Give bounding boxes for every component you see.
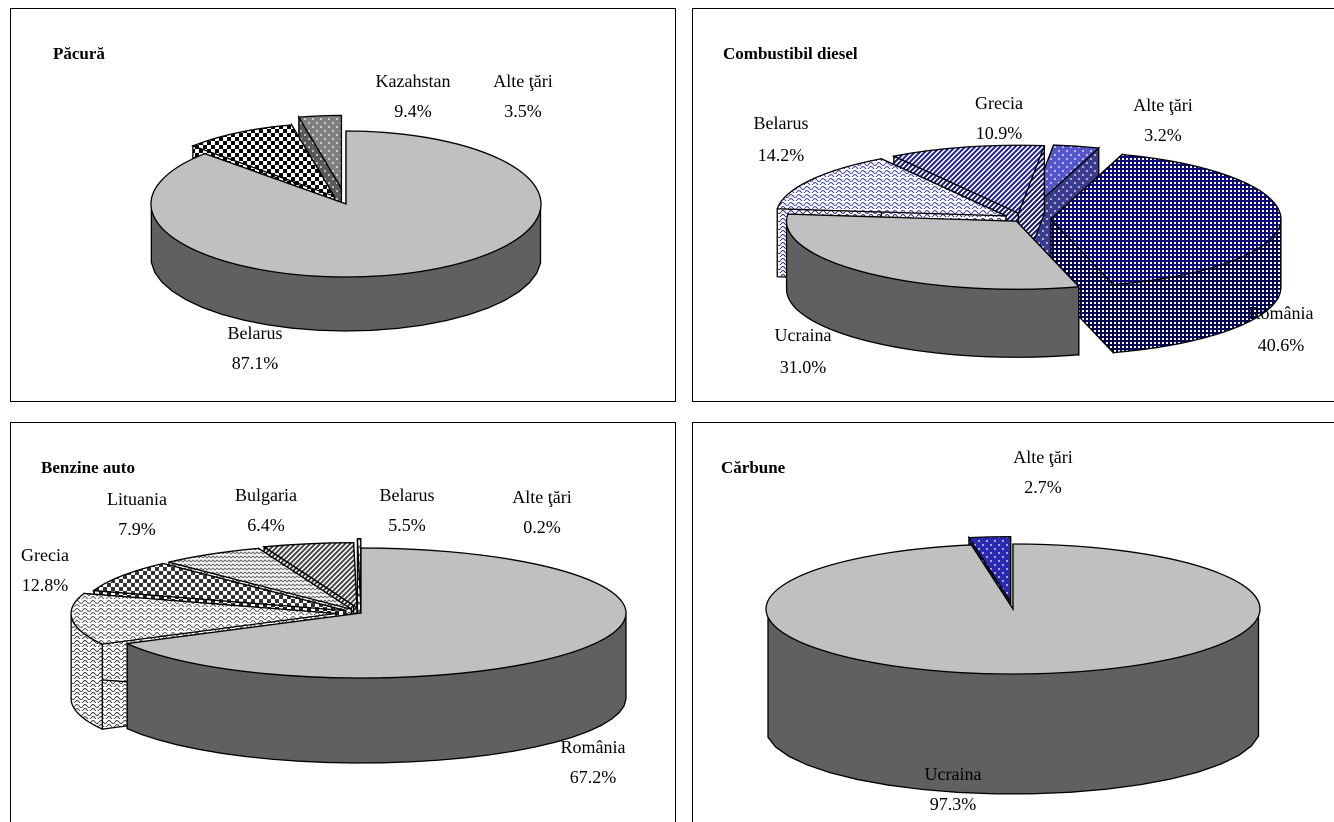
slice-value-romania: 67.2% bbox=[570, 767, 617, 787]
slice-label-belarus: Belarus bbox=[754, 113, 809, 133]
slice-label-bulgaria: Bulgaria bbox=[235, 485, 297, 505]
slice-value-alte-tari: 2.7% bbox=[1024, 477, 1062, 497]
slice-value-lituania: 7.9% bbox=[118, 519, 156, 539]
slice-value-romania: 40.6% bbox=[1258, 335, 1305, 355]
slice-label-romania: România bbox=[1249, 303, 1314, 323]
slice-label-lituania: Lituania bbox=[107, 489, 167, 509]
chart-title: Păcură bbox=[53, 44, 105, 63]
slice-ucraina bbox=[765, 542, 1261, 795]
pie-chart-benzine-auto: Benzine auto România 67.2% Grecia 12.8% Litua… bbox=[21, 458, 627, 787]
pie-chart-pacura: Păcură Belarus 87.1% Kazahstan 9.4% Alte ţări… bbox=[53, 44, 553, 373]
slice-label-belarus: Belarus bbox=[228, 323, 283, 343]
slice-romania bbox=[1050, 153, 1282, 355]
slice-label-alte-tari: Alte ţări bbox=[1013, 447, 1072, 467]
chart-title: Benzine auto bbox=[41, 458, 135, 477]
slice-label-alte-tari: Alte ţări bbox=[1133, 95, 1192, 115]
slice-label-belarus: Belarus bbox=[380, 485, 435, 505]
slice-value-ucraina: 31.0% bbox=[780, 357, 827, 377]
slice-label-romania: România bbox=[561, 737, 626, 757]
slice-label-grecia: Grecia bbox=[21, 545, 69, 565]
slice-value-belarus: 5.5% bbox=[388, 515, 426, 535]
slice-value-kazahstan: 9.4% bbox=[394, 101, 432, 121]
slice-value-bulgaria: 6.4% bbox=[247, 515, 285, 535]
chart-panel-benzine-auto: Benzine auto România 67.2% Grecia 12.8% Litua… bbox=[10, 422, 676, 822]
pie-chart-combustibil-diesel: Combustibil diesel România 40.6% Ucraina 31.… bbox=[723, 44, 1314, 377]
chart-title: Cărbune bbox=[721, 458, 786, 477]
slice-ucraina bbox=[785, 213, 1081, 358]
slice-romania bbox=[124, 547, 627, 764]
slice-label-ucraina: Ucraina bbox=[925, 764, 982, 784]
chart-panel-pacura: Păcură Belarus 87.1% Kazahstan 9.4% Alte ţări… bbox=[10, 8, 676, 402]
slice-belarus bbox=[150, 130, 542, 332]
chart-panel-carbune: Cărbune Ucraina 97.3% Alte ţări 2.7% bbox=[692, 422, 1334, 822]
slice-value-alte-tari: 3.5% bbox=[504, 101, 542, 121]
pie-chart-carbune: Cărbune Ucraina 97.3% Alte ţări 2.7% bbox=[721, 447, 1261, 814]
slice-value-alte-tari: 0.2% bbox=[523, 517, 561, 537]
slice-value-belarus: 14.2% bbox=[758, 145, 805, 165]
slice-label-kazahstan: Kazahstan bbox=[376, 71, 451, 91]
slice-label-ucraina: Ucraina bbox=[775, 325, 832, 345]
slice-value-belarus: 87.1% bbox=[232, 353, 279, 373]
slice-label-grecia: Grecia bbox=[975, 93, 1023, 113]
chart-title: Combustibil diesel bbox=[723, 44, 858, 63]
slice-value-alte-tari: 3.2% bbox=[1144, 125, 1182, 145]
slice-label-alte-tari: Alte ţări bbox=[512, 487, 571, 507]
slice-label-alte-tari: Alte ţări bbox=[493, 71, 552, 91]
slice-value-grecia: 12.8% bbox=[22, 575, 69, 595]
chart-panel-combustibil-diesel: Combustibil diesel România 40.6% Ucraina 31.… bbox=[692, 8, 1334, 402]
slice-value-ucraina: 97.3% bbox=[930, 794, 977, 814]
slice-value-grecia: 10.9% bbox=[976, 123, 1023, 143]
